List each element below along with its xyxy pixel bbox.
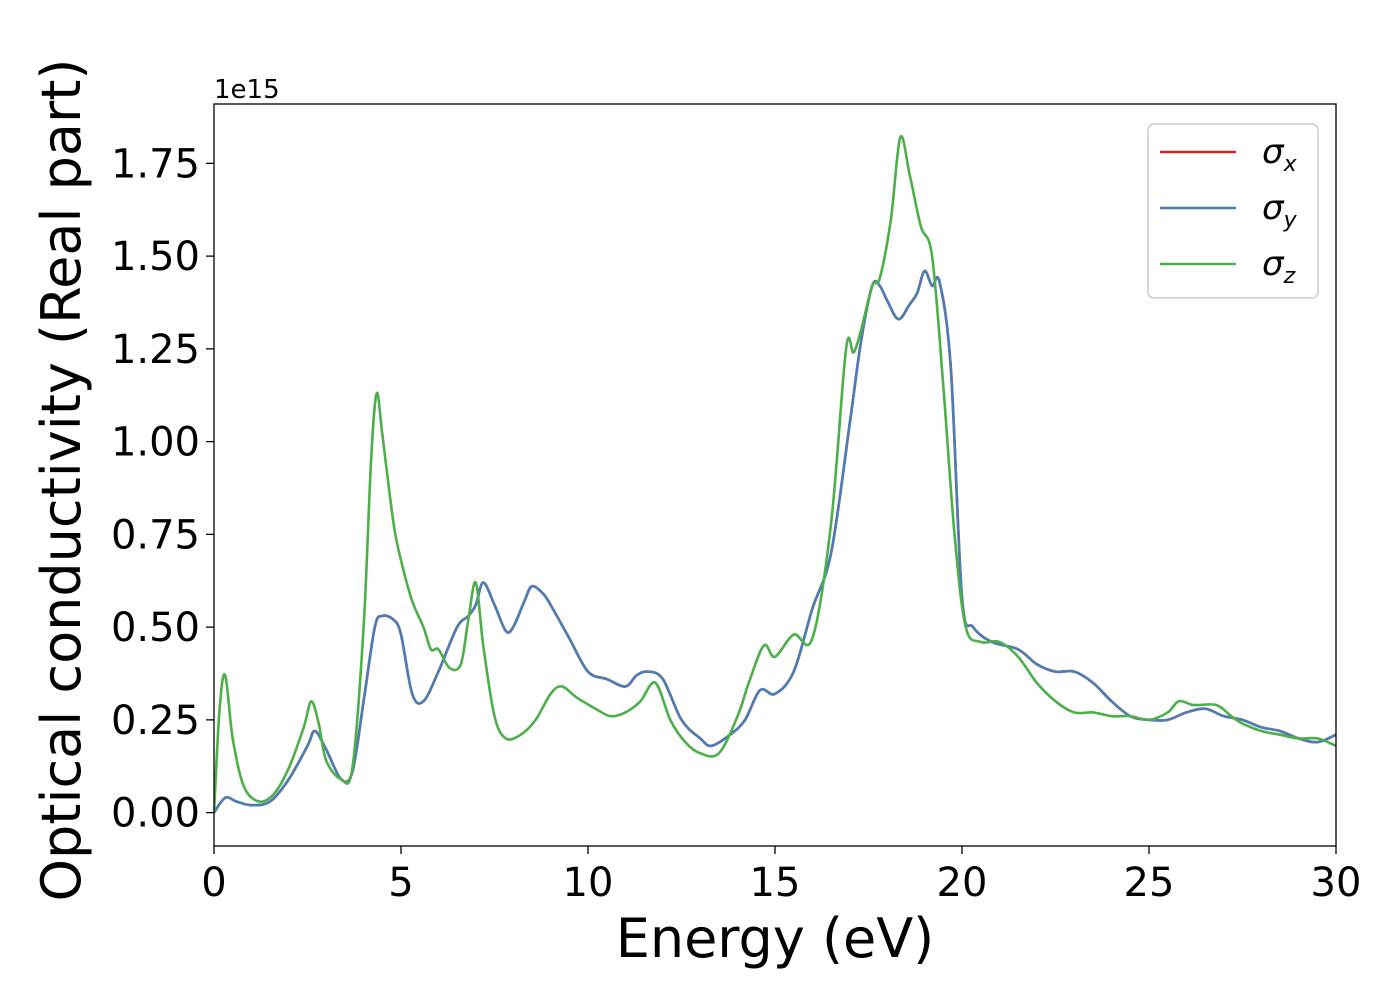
legend-label-subscript: z — [1283, 264, 1296, 289]
y-tick-label: 0.50 — [111, 605, 200, 651]
y-tick-label: 0.00 — [111, 791, 200, 837]
y-tick-label: 0.25 — [111, 698, 200, 744]
x-tick-label: 15 — [750, 860, 801, 906]
legend-label-symbol: σ — [1262, 244, 1285, 284]
series-layer — [214, 134, 1336, 814]
y-offset-label: 1e15 — [214, 75, 280, 105]
y-tick-label: 1.50 — [111, 234, 200, 280]
legend-label-y: σy — [1262, 188, 1298, 233]
y-tick-label: 0.75 — [111, 512, 200, 558]
x-tick-label: 0 — [201, 860, 226, 906]
y-tick-label: 1.25 — [111, 327, 200, 373]
x-tick-label: 25 — [1124, 860, 1175, 906]
x-axis-ticks: 0 5 10 15 20 25 30 — [201, 846, 1361, 906]
legend-label-symbol: σ — [1262, 188, 1285, 228]
legend-label-z: σz — [1262, 244, 1296, 289]
legend-box — [1147, 123, 1319, 299]
x-axis-label: Energy (eV) — [616, 907, 935, 970]
legend-label-x: σx — [1262, 132, 1298, 177]
x-tick-label: 20 — [937, 860, 988, 906]
y-tick-label: 1.75 — [111, 141, 200, 187]
series-line-σ-z — [214, 134, 1336, 813]
y-axis-label: Optical conductivity (Real part) — [30, 59, 93, 902]
x-tick-label: 30 — [1311, 860, 1362, 906]
legend-label-symbol: σ — [1262, 132, 1285, 172]
x-tick-label: 5 — [388, 860, 413, 906]
y-axis-ticks: 0.00 0.25 0.50 0.75 1.00 1.25 1.50 1.75 — [111, 141, 214, 837]
y-tick-label: 1.00 — [111, 420, 200, 466]
series-line-σ-y — [214, 269, 1336, 814]
legend-label-subscript: y — [1283, 208, 1298, 233]
x-tick-label: 10 — [563, 860, 614, 906]
legend-label-subscript: x — [1283, 152, 1298, 177]
series-line-σ-x — [214, 269, 1336, 814]
